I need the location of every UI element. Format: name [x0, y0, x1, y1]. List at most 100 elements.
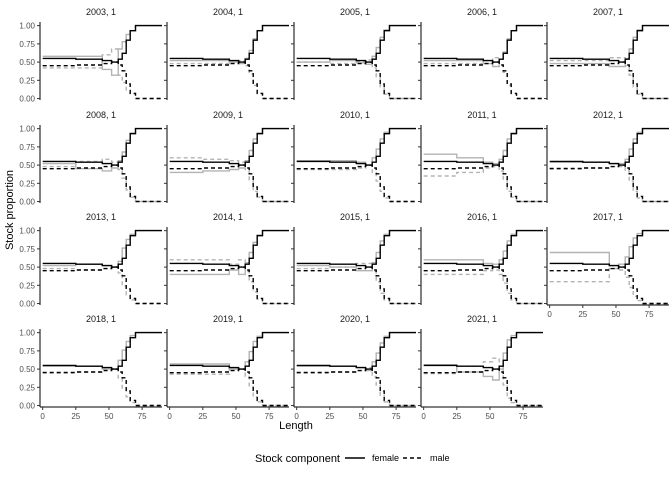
y-tick-label: 0.50	[19, 58, 35, 67]
y-tick-label: 1.00	[19, 227, 35, 236]
y-tick-label: 0.75	[19, 40, 35, 49]
observed-male-line	[169, 368, 289, 407]
y-tick-label: 0.25	[19, 281, 35, 290]
y-tick-label: 1.00	[19, 329, 35, 338]
facet-strip-label: 2019, 1	[213, 314, 243, 324]
observed-female-line	[169, 127, 289, 174]
facet-strip-label: 2015, 1	[340, 212, 370, 222]
facet-strip-label: 2011, 1	[467, 110, 496, 120]
fitted-male-line	[169, 368, 289, 407]
fitted-female-line	[423, 229, 543, 268]
x-tick-label: 0	[547, 310, 552, 319]
observed-male-line	[549, 165, 669, 203]
observed-female-line	[549, 229, 669, 267]
facet-panel-2021-1: 2021, 1 0 25 50 75	[418, 314, 543, 421]
x-tick-label: 75	[265, 412, 274, 421]
facet-panel-2010-1: 2010, 1	[291, 110, 416, 203]
x-tick-label: 75	[645, 310, 654, 319]
fitted-male-line	[549, 164, 669, 203]
fitted-male-line	[42, 266, 162, 305]
fitted-female-line	[169, 24, 289, 63]
observed-male-line	[42, 158, 162, 203]
observed-female-line	[549, 127, 669, 165]
y-tick-label: 0.00	[19, 198, 35, 207]
fitted-male-line	[423, 164, 543, 203]
observed-male-line	[296, 366, 416, 407]
legend-label-female: female	[372, 453, 399, 463]
legend-label-male: male	[430, 453, 450, 463]
facet-panel-2009-1: 2009, 1	[164, 110, 289, 203]
facet-strip-label: 2017, 1	[593, 212, 623, 222]
observed-male-line	[549, 57, 669, 100]
facet-panel-2014-1: 2014, 1	[164, 212, 289, 305]
fitted-female-line	[42, 331, 162, 370]
fitted-female-line	[296, 229, 416, 268]
x-tick-label: 50	[612, 310, 621, 319]
x-axis-title: Length	[279, 420, 313, 432]
facet-strip-label: 2007, 1	[593, 7, 623, 17]
observed-male-line	[169, 157, 289, 203]
facet-strip-label: 2006, 1	[467, 7, 497, 17]
facet-panel-2008-1: 2008, 1 0.00 0.25 0.50 0.75 1.00	[19, 110, 162, 207]
fitted-male-line	[423, 266, 543, 305]
legend: Stock component female male	[255, 453, 450, 465]
observed-male-line	[296, 164, 416, 203]
x-tick-label: 25	[452, 412, 461, 421]
y-tick-label: 0.50	[19, 161, 35, 170]
y-tick-label: 0.50	[19, 365, 35, 374]
y-tick-label: 0.00	[19, 95, 35, 104]
fitted-male-line	[549, 266, 669, 305]
fitted-male-line	[423, 368, 543, 407]
y-tick-label: 0.75	[19, 347, 35, 356]
x-tick-label: 75	[519, 412, 528, 421]
fitted-female-line	[42, 127, 162, 166]
fitted-female-line	[423, 24, 543, 63]
y-tick-label: 0.00	[19, 300, 35, 309]
x-tick-label: 75	[138, 412, 147, 421]
facet-panel-2019-1: 2019, 1 0 25 50 75	[164, 314, 289, 421]
fitted-female-line	[42, 229, 162, 268]
observed-female-line	[423, 229, 543, 265]
fitted-male-line	[549, 61, 669, 100]
observed-female-line	[423, 331, 543, 381]
x-tick-label: 25	[198, 412, 207, 421]
y-tick-label: 1.00	[19, 22, 35, 31]
x-tick-label: 50	[486, 412, 495, 421]
fitted-male-line	[42, 61, 162, 100]
facet-panel-2013-1: 2013, 1 0.00 0.25 0.50 0.75 1.00	[19, 212, 162, 309]
observed-male-line	[423, 165, 543, 203]
fitted-male-line	[296, 164, 416, 203]
observed-female-line	[42, 127, 162, 172]
fitted-female-line	[169, 229, 289, 268]
y-tick-label: 1.00	[19, 125, 35, 134]
fitted-male-line	[296, 61, 416, 100]
facet-panel-2003-1: 2003, 1 0.00 0.25 0.50 0.75 1.00	[19, 7, 162, 104]
observed-female-line	[169, 229, 289, 276]
fitted-male-line	[296, 266, 416, 305]
facet-strip-label: 2009, 1	[213, 110, 243, 120]
facet-strip-label: 2021, 1	[467, 314, 497, 324]
fitted-female-line	[549, 127, 669, 166]
facet-strip-label: 2016, 1	[467, 212, 497, 222]
observed-male-line	[296, 59, 416, 100]
observed-female-line	[169, 331, 289, 370]
facet-strip-label: 2010, 1	[340, 110, 370, 120]
fitted-female-line	[423, 127, 543, 166]
observed-female-line	[42, 331, 162, 370]
x-tick-label: 0	[167, 412, 172, 421]
x-tick-label: 50	[232, 412, 241, 421]
y-tick-label: 0.25	[19, 179, 35, 188]
observed-male-line	[42, 368, 162, 407]
x-tick-label: 0	[421, 412, 426, 421]
observed-male-line	[42, 266, 162, 305]
fitted-female-line	[169, 127, 289, 166]
facet-strip-label: 2014, 1	[213, 212, 243, 222]
observed-male-line	[423, 269, 543, 305]
facet-panel-2011-1: 2011, 1	[418, 110, 543, 203]
fitted-male-line	[296, 368, 416, 407]
y-axis-title: Stock proportion	[4, 170, 16, 250]
fitted-female-line	[296, 331, 416, 370]
fitted-female-line	[549, 229, 669, 268]
